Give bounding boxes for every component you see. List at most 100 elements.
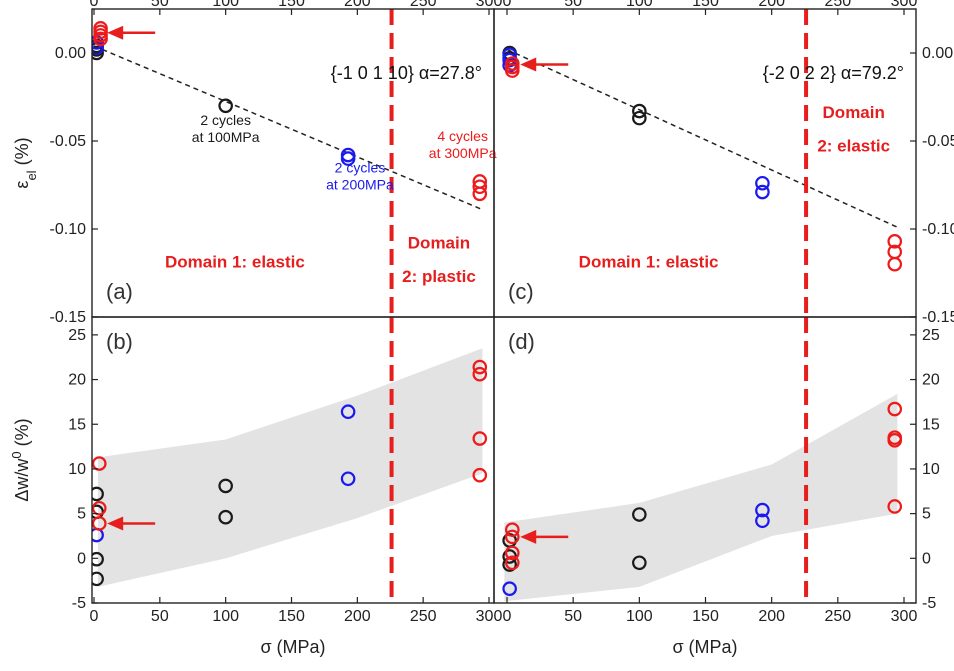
- y-axis-title-sub: el: [24, 170, 39, 180]
- data-point-n300: [472, 467, 488, 483]
- domain-label: Domain: [408, 233, 470, 252]
- data-point-n200: [755, 513, 770, 529]
- arrow-head: [520, 57, 537, 72]
- x-tick-label: 50: [564, 608, 582, 625]
- x-tick-label: 0: [90, 608, 99, 625]
- x-tick-label: 50: [151, 0, 169, 10]
- data-point-n300: [504, 545, 520, 561]
- data-point-n300: [504, 555, 520, 571]
- x-axis-title: σ (MPa): [672, 637, 737, 657]
- x-axis-title: σ (MPa): [260, 637, 325, 657]
- data-point-n200: [502, 52, 517, 68]
- data-point-n100: [632, 110, 647, 126]
- x-tick-label: 250: [410, 0, 437, 10]
- x-tick-label: 300: [891, 608, 918, 625]
- x-tick-label: 0: [90, 0, 99, 10]
- y-tick-label: 0: [922, 550, 931, 567]
- x-tick-label: 50: [564, 0, 582, 10]
- panel-c: 0 50 100 150 200 250 300 0.00 -0.05 -0.10 -0.15 (c)…: [493, 0, 954, 326]
- data-point-n100: [218, 478, 233, 494]
- data-point-n300: [472, 359, 488, 375]
- y-tick-label: -0.15: [50, 309, 87, 326]
- data-point-n200: [755, 175, 770, 191]
- panel-plot-area: [502, 317, 903, 603]
- data-point-n300: [93, 21, 108, 36]
- panel-plot-area: [92, 9, 488, 317]
- x-tick-label: 100: [626, 608, 653, 625]
- y-tick-label: -0.10: [922, 221, 954, 238]
- x-tick-label: 200: [344, 0, 371, 10]
- uncertainty-band: [504, 393, 898, 602]
- data-point-n300: [504, 529, 520, 545]
- y-axis-title: εel (%): [12, 137, 39, 188]
- y-tick-label: 10: [68, 461, 86, 478]
- domain-label: Domain: [823, 103, 885, 122]
- y-tick-label: 5: [922, 506, 931, 523]
- data-point-n300: [887, 401, 903, 417]
- x-tick-label: 0: [503, 608, 512, 625]
- y-tick-label: 15: [922, 416, 940, 433]
- y-axis-title-unit: (%): [12, 137, 32, 170]
- y-tick-label: 20: [922, 372, 940, 389]
- uncertainty-band: [97, 348, 483, 587]
- y-tick-label: 15: [68, 416, 86, 433]
- x-tick-label: 100: [212, 608, 239, 625]
- x-tick-label: 150: [278, 0, 305, 10]
- data-point-n300: [472, 431, 488, 446]
- domain-label: 2: plastic: [402, 267, 476, 286]
- y-tick-label: -5: [922, 595, 936, 612]
- x-tick-label: 300: [476, 0, 503, 10]
- panel-a: 0 50 100 150 200 250 300 0.00 -0.05 -0.10 -0.15 (a)…: [12, 0, 502, 326]
- data-point-n2: [92, 551, 104, 567]
- y-tick-label: 25: [922, 327, 940, 344]
- plane-orientation-label: {-2 0 2 2} α=79.2°: [763, 63, 904, 83]
- y-tick-label: 20: [68, 372, 86, 389]
- y-axis-title: Δw/w0 (%): [9, 418, 33, 501]
- data-point-n200: [340, 471, 356, 487]
- cycle-annotation: 2 cycles: [335, 160, 386, 176]
- x-tick-label: 200: [758, 608, 785, 625]
- data-point-n300: [887, 256, 903, 272]
- y-tick-label: -0.10: [50, 221, 87, 238]
- data-point-n200: [502, 581, 517, 596]
- x-tick-label: 200: [758, 0, 785, 10]
- x-tick-label: 200: [344, 608, 371, 625]
- data-point-n300: [92, 500, 107, 516]
- y-axis-title-main: Δw/w: [12, 458, 32, 502]
- data-point-n100: [632, 507, 647, 522]
- panel-label: (b): [106, 329, 133, 354]
- x-tick-label: 50: [151, 608, 169, 625]
- y-axis-title-main: ε: [12, 181, 32, 189]
- data-point-n200: [755, 502, 770, 518]
- y-axis-title-unit: (%): [12, 418, 32, 451]
- data-point-n300: [887, 433, 903, 448]
- data-point-n100: [218, 509, 233, 525]
- plane-orientation-label: {-1 0 1 10} α=27.8°: [331, 63, 482, 83]
- x-tick-label: 100: [626, 0, 653, 10]
- y-tick-label: -0.05: [922, 133, 954, 150]
- arrow-head: [520, 529, 537, 544]
- arrow-head: [107, 25, 124, 40]
- y-axis-title-sup: 0: [9, 451, 24, 458]
- panel-plot-area: [502, 9, 903, 317]
- y-tick-label: 0.00: [922, 45, 953, 62]
- cycle-annotation: 2 cycles: [200, 112, 251, 128]
- data-point-n200: [340, 151, 356, 166]
- data-point-n2: [92, 571, 104, 587]
- panel-label: (c): [508, 279, 534, 304]
- x-tick-label: 250: [824, 608, 851, 625]
- data-point-n2: [92, 486, 104, 502]
- data-point-n100: [632, 103, 647, 119]
- y-tick-label: 0.00: [55, 45, 86, 62]
- cycle-annotation: at 300MPa: [429, 145, 497, 161]
- panel-d: 0 50 100 150 200 250 300-5 0 5 10 15 20 25 (d) σ (MPa): [493, 316, 940, 657]
- data-point-n300: [504, 63, 520, 78]
- data-point-n300: [887, 234, 903, 249]
- data-point-n300: [887, 499, 903, 514]
- y-tick-label: -0.15: [922, 309, 954, 326]
- x-tick-label: 250: [410, 608, 437, 625]
- x-tick-label: 100: [212, 0, 239, 10]
- x-tick-label: 300: [891, 0, 918, 10]
- data-point-n300: [92, 516, 107, 531]
